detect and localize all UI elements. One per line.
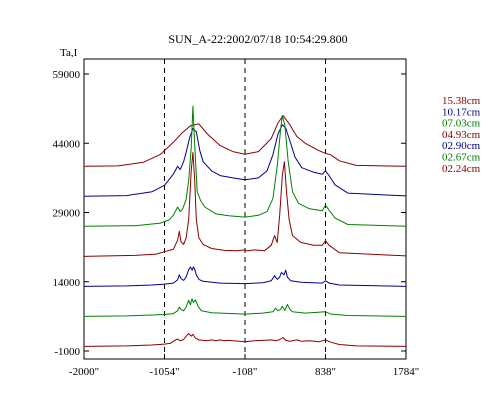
legend-item-10.17cm: 10.17cm (442, 106, 481, 118)
legend-item-02.24cm: 02.24cm (442, 163, 481, 175)
legend-item-02.90cm: 02.90cm (442, 140, 481, 152)
series-line-15.38cm (83, 115, 407, 167)
x-tick-label-0: -2000" (69, 366, 99, 378)
y-tick-label-0: 59000 (53, 69, 81, 81)
legend-item-04.93cm: 04.93cm (442, 129, 481, 141)
y-tick-label-1: 44000 (53, 138, 81, 150)
chart-title: SUN_A-22:2002/07/18 10:54:29.800 (168, 32, 347, 46)
y-tick-label-4: -1000 (54, 346, 80, 358)
series-lines (83, 105, 407, 347)
series-line-07.03cm (83, 105, 407, 227)
series-line-04.93cm (83, 152, 407, 257)
x-tick-label-2: -108" (233, 366, 258, 378)
series-line-02.24cm (83, 333, 407, 347)
reference-lines (164, 59, 326, 359)
series-line-10.17cm (83, 124, 407, 197)
legend-item-07.03cm: 07.03cm (442, 118, 481, 130)
y-axis-label: Ta,I (60, 47, 78, 59)
series-line-02.67cm (83, 298, 407, 317)
y-tick-label-3: 14000 (53, 277, 81, 289)
legend-item-15.38cm: 15.38cm (442, 95, 481, 107)
y-tick-label-2: 29000 (53, 208, 81, 220)
legend-item-02.67cm: 02.67cm (442, 152, 481, 164)
x-tick-label-4: 1784" (393, 366, 420, 378)
x-tick-label-3: 838" (315, 366, 336, 378)
axis-ticks: 59000 44000 29000 14000 -1000 -2000" -1054" -10… (53, 59, 420, 378)
x-tick-label-1: -1054" (149, 366, 179, 378)
legend: 15.38cm10.17cm07.03cm04.93cm02.90cm02.67… (442, 95, 481, 175)
series-line-02.90cm (83, 266, 407, 287)
